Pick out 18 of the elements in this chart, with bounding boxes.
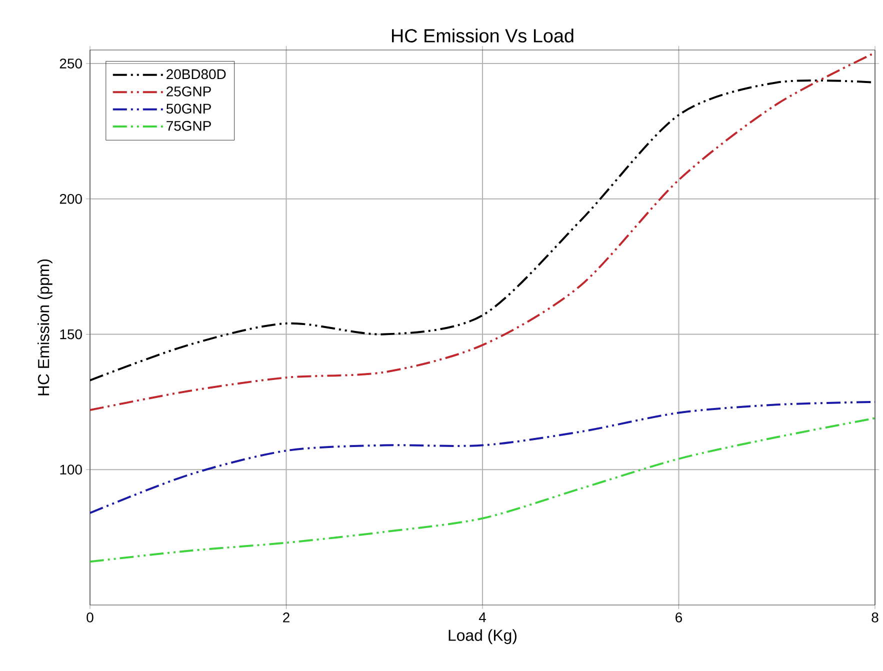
y-tick-label: 200 (60, 194, 82, 204)
y-tick-label: 100 (60, 464, 82, 475)
line-series (90, 400, 876, 514)
legend-label: 50GNP (166, 104, 211, 114)
x-tick-label: 8 (872, 612, 878, 622)
x-tick-label: 0 (86, 612, 94, 622)
x-tick-label: 6 (676, 612, 682, 622)
legend-label: 75GNP (166, 120, 211, 131)
legend-label: 25GNP (166, 86, 211, 96)
x-tick-label: 4 (478, 612, 486, 622)
y-tick-label: 150 (60, 329, 82, 340)
chart-title: HC Emission Vs Load (392, 28, 574, 42)
line-series (90, 417, 876, 563)
legend-label: 20BD80D (166, 69, 226, 80)
y-axis-title: HC Emission (ppm) (38, 259, 52, 396)
x-axis-title: Load (Kg) (448, 629, 516, 644)
y-tick-label: 250 (60, 58, 82, 68)
x-tick-label: 2 (283, 612, 290, 622)
